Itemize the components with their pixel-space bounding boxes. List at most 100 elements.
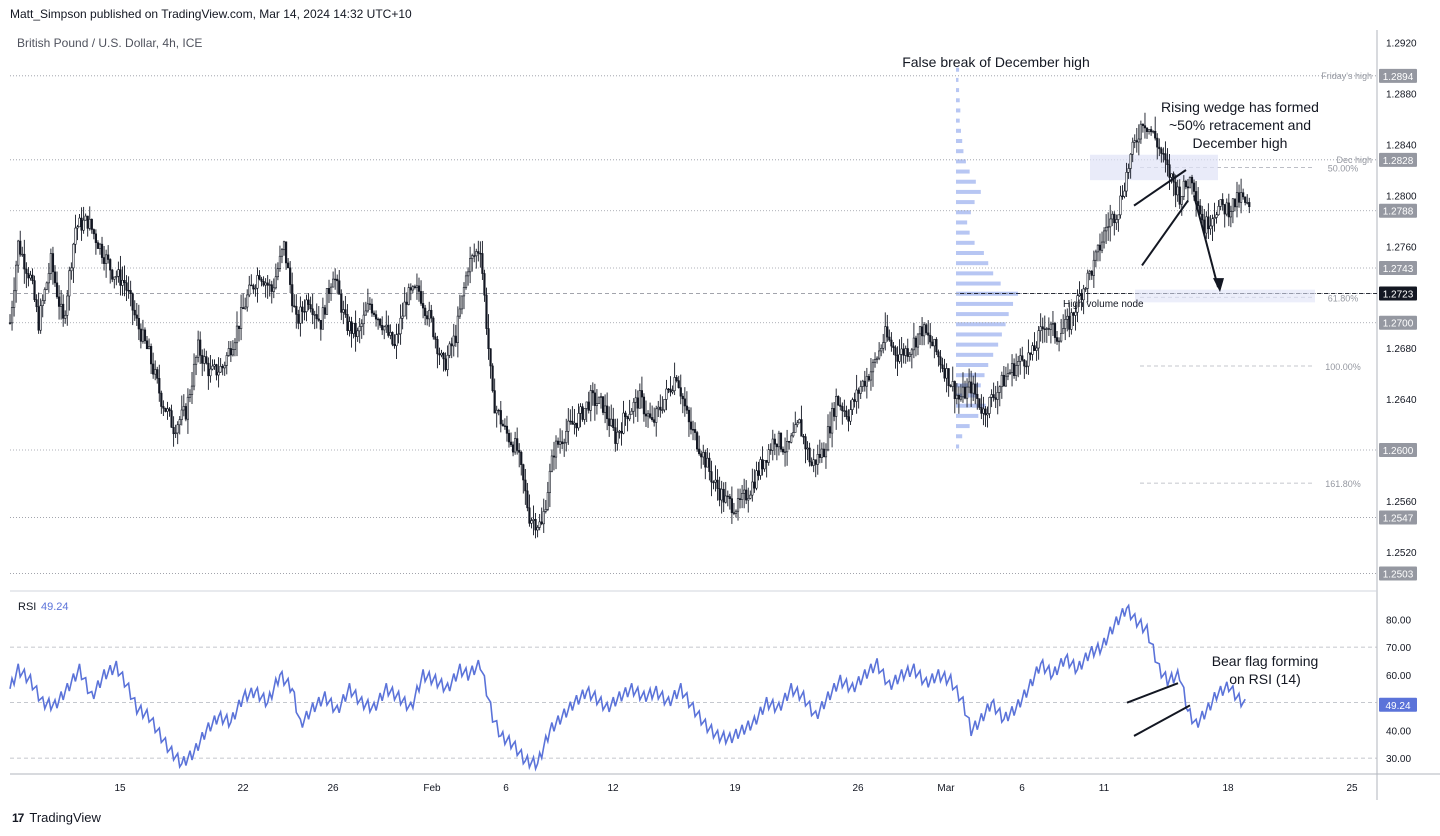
volume-profile-bar [956,271,994,276]
candle-body [1162,153,1165,155]
candle-body [683,398,686,407]
candle-body [1235,192,1239,208]
candle-body [788,441,791,443]
candle-body [137,317,140,330]
candle-body [642,396,646,415]
candle-body [569,420,572,423]
candle-body [41,300,44,307]
volume-profile-bar [956,352,994,357]
candle-body [1242,192,1245,198]
candle-body [211,365,214,370]
candle-body [755,470,758,489]
candle-body [301,306,304,312]
candle-body [1215,214,1218,218]
candle-body [904,348,907,356]
candle-body [1029,352,1032,355]
price-level-value: 1.2723 [1383,289,1414,300]
candle-body [616,431,619,444]
candle-body [121,280,124,286]
candle-body [640,390,644,398]
volume-profile-bar [956,312,1009,317]
candle-body [636,397,639,409]
candle-body [873,359,877,363]
candle-body [532,519,535,521]
candle-body [372,312,376,315]
candle-body [716,479,719,489]
candle-body [747,498,750,501]
candle-body [802,435,805,438]
volume-profile-bar [956,332,1002,337]
candle-body [348,321,351,331]
candle-body [1152,130,1155,133]
price-level-badge [1379,152,1417,167]
candle-body [76,226,79,229]
candle-body [691,429,695,431]
candle-body [152,363,155,375]
candle-body [428,309,431,320]
candle-body [374,314,378,320]
candle-body [364,310,367,316]
candle-body [728,496,731,499]
candle-body [1125,172,1128,192]
candle-body [630,410,633,415]
candle-body [469,258,472,273]
candle-body [1229,211,1232,218]
candle-body [80,217,83,231]
candle-body [949,385,952,387]
candle-body [681,395,684,400]
volume-profile-bar [956,281,1001,286]
candle-body [295,306,298,315]
candle-body [105,254,108,264]
candle-body [814,459,817,465]
candle-body [689,421,693,430]
candle-body [111,269,114,280]
candle-body [963,386,967,399]
candle-body [651,417,654,420]
candle-body [761,459,764,470]
candle-body [561,441,564,444]
candle-body [305,299,308,312]
candle-body [556,440,560,445]
candle-body [194,356,198,365]
candle-body [550,455,554,472]
candle-body [763,460,766,470]
candle-body [918,326,922,335]
candle-body [559,441,562,445]
candle-body [1239,192,1243,203]
candle-body [462,287,466,297]
candle-body [1180,196,1183,205]
candle-body [1170,173,1173,178]
key-level-label: Friday's high [1321,71,1372,81]
projection-arrowhead [1213,278,1224,293]
candle-body [653,419,656,423]
candle-body [448,343,451,356]
candle-body [771,438,774,451]
candle-body [70,267,73,272]
candle-body [552,455,556,458]
fib-level-label: 161.80% [1325,479,1361,489]
rsi-line [9,603,1246,772]
candle-body [632,401,635,412]
candle-body [1051,323,1055,325]
candle-body [708,457,711,472]
candle-body [223,365,226,369]
candle-body [168,408,171,411]
candle-body [767,449,770,463]
candle-body [231,349,235,356]
candle-body [620,430,623,434]
candle-body [884,326,887,343]
candle-body [176,424,179,434]
candle-body [583,408,586,420]
candle-body [878,350,881,359]
candle-body [1209,225,1212,230]
candle-body [671,390,674,393]
annotations: False break of December high Rising wedge… [902,54,1319,737]
candle-body [783,451,787,453]
candle-body [1135,140,1138,143]
candle-body [516,438,519,451]
candle-body [1037,330,1040,349]
candle-body [1129,153,1132,169]
candle-body [894,347,897,356]
volume-profile-bar [956,342,999,347]
